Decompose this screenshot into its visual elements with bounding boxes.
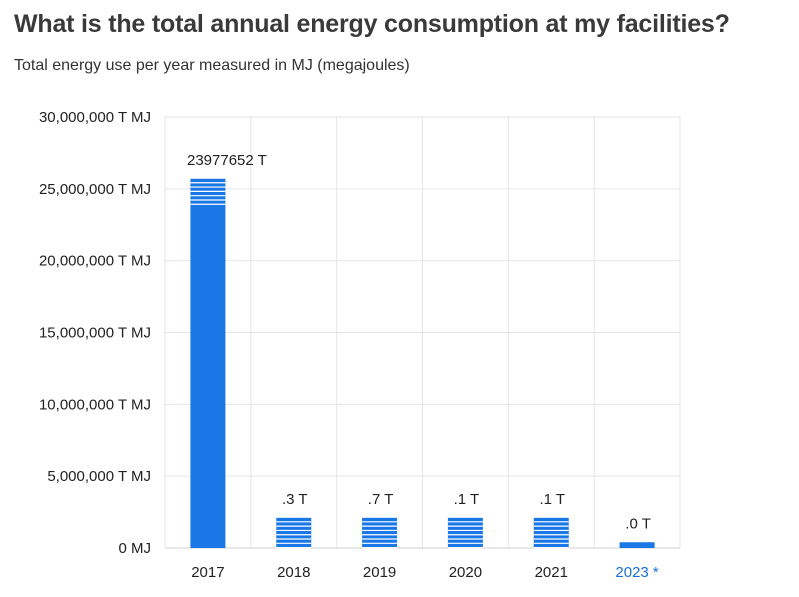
x-tick-label: 2018: [277, 564, 310, 581]
bar-rect[interactable]: [190, 178, 226, 548]
x-tick-label: 2020: [449, 564, 482, 581]
data-label: .1 T: [454, 491, 480, 508]
bar-2019[interactable]: [362, 517, 398, 549]
chart-bars: [190, 178, 655, 549]
y-axis: 0 MJ 5,000,000 T MJ 10,000,000 T MJ 15,000,…: [39, 109, 151, 557]
bar-rect[interactable]: [619, 542, 655, 548]
bar-2018[interactable]: [276, 517, 312, 549]
data-label: .7 T: [368, 491, 394, 508]
y-tick-label: 0 MJ: [118, 540, 151, 557]
chart-grid: [164, 116, 681, 549]
data-label: .0 T: [625, 515, 651, 532]
bar-2020[interactable]: [447, 517, 483, 549]
y-tick-label: 25,000,000 T MJ: [39, 181, 151, 198]
chart-subtitle: Total energy use per year measured in MJ…: [14, 57, 410, 74]
bar-2021[interactable]: [533, 517, 569, 549]
bar-2023[interactable]: [619, 542, 655, 548]
y-tick-label: 20,000,000 T MJ: [39, 253, 151, 270]
data-label: .3 T: [282, 491, 308, 508]
bar-2017[interactable]: [190, 178, 226, 548]
y-tick-label: 5,000,000 T MJ: [47, 468, 151, 485]
data-label: .1 T: [539, 491, 565, 508]
x-tick-label: 2021: [535, 564, 568, 581]
x-tick-label[interactable]: 2023 *: [615, 564, 659, 581]
x-axis: 2017 2018 2019 2020 2021 2023 *: [191, 564, 659, 581]
x-tick-label: 2019: [363, 564, 396, 581]
chart-title: What is the total annual energy consumpt…: [14, 10, 730, 38]
x-tick-label: 2017: [191, 564, 224, 581]
data-labels: 23977652 T .3 T .7 T .1 T .1 T .0 T: [187, 152, 651, 532]
y-tick-label: 10,000,000 T MJ: [39, 396, 151, 413]
data-label: 23977652 T: [187, 152, 267, 169]
y-tick-label: 15,000,000 T MJ: [39, 325, 151, 342]
y-tick-label: 30,000,000 T MJ: [39, 109, 151, 126]
